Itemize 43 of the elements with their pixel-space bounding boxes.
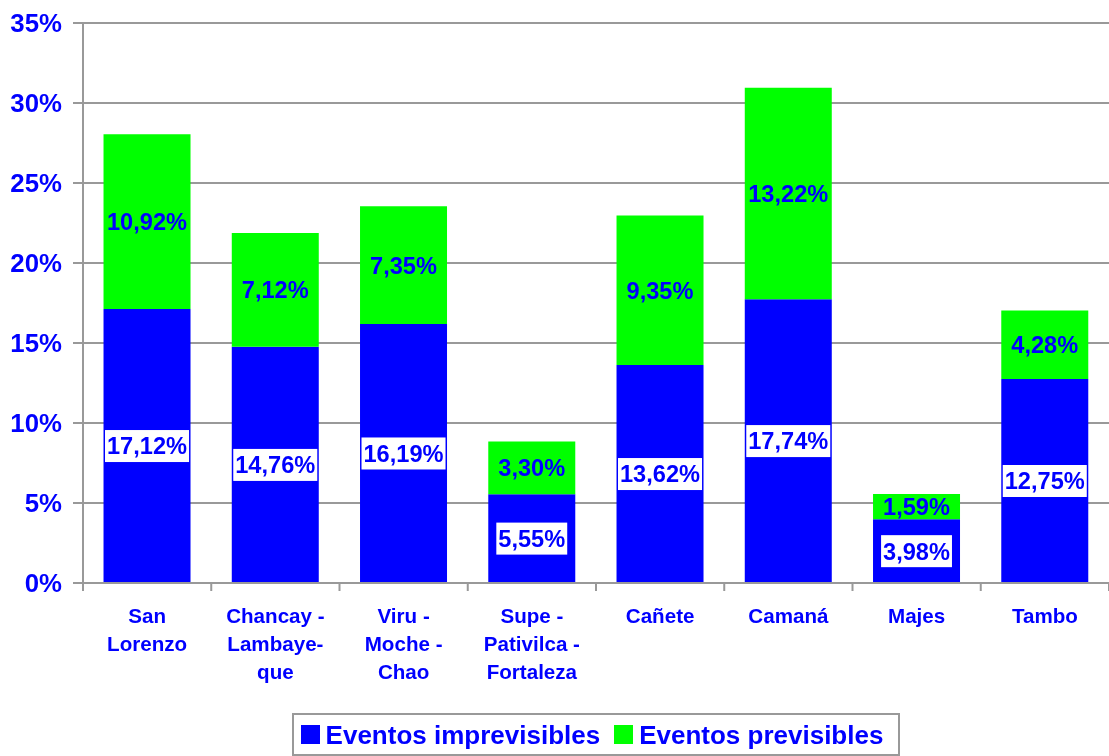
y-tick-label: 20%: [10, 249, 63, 278]
data-label: 9,35%: [626, 277, 694, 304]
data-label: 3,30%: [498, 455, 566, 482]
y-tick-label: 25%: [10, 169, 63, 198]
legend-label: Eventos imprevisibles: [325, 719, 601, 750]
x-tick-label: Cañete: [625, 604, 695, 627]
x-tick-label: Viru - Moche - Chao: [364, 604, 443, 683]
bar: [360, 206, 448, 324]
data-label: 5,55%: [498, 525, 566, 552]
y-tick-label: 0%: [24, 569, 63, 598]
x-tick-label: Chancay - Lambaye-que: [226, 604, 325, 683]
data-label: 13,22%: [748, 180, 829, 207]
data-label: 7,12%: [241, 277, 309, 304]
data-label: 12,75%: [1004, 468, 1085, 495]
y-tick-label: 15%: [10, 329, 63, 358]
bar: [103, 309, 191, 583]
data-label: 3,98%: [883, 538, 950, 565]
y-tick-label: 30%: [10, 89, 63, 118]
bar: [744, 87, 832, 300]
y-tick-label: 5%: [24, 489, 63, 518]
x-tick-label: Majes: [888, 604, 946, 627]
data-label: 14,76%: [235, 452, 316, 479]
bar: [103, 134, 191, 310]
x-tick-label: Tambo: [1011, 604, 1078, 627]
y-tick-label: 35%: [10, 9, 63, 38]
bar: [231, 232, 319, 347]
data-label: 17,74%: [748, 428, 829, 455]
x-tick-label: Camaná: [748, 604, 829, 627]
data-label: 16,19%: [363, 440, 444, 467]
bar: [360, 323, 448, 583]
data-label: 7,35%: [370, 252, 437, 279]
y-tick-label: 10%: [10, 409, 63, 438]
bar: [231, 346, 319, 583]
data-label: 10,92%: [107, 209, 188, 236]
bar: [744, 299, 832, 583]
x-tick-label: San Lorenzo: [107, 604, 188, 655]
data-label: 1,59%: [883, 493, 950, 520]
data-label: 4,28%: [1011, 332, 1079, 359]
data-label: 17,12%: [107, 433, 188, 460]
bar: [616, 215, 704, 366]
data-label: 13,62%: [620, 461, 701, 488]
legend-label: Eventos previsibles: [639, 719, 884, 750]
x-tick-label: Supe - Pativilca - Fortaleza: [483, 604, 581, 683]
